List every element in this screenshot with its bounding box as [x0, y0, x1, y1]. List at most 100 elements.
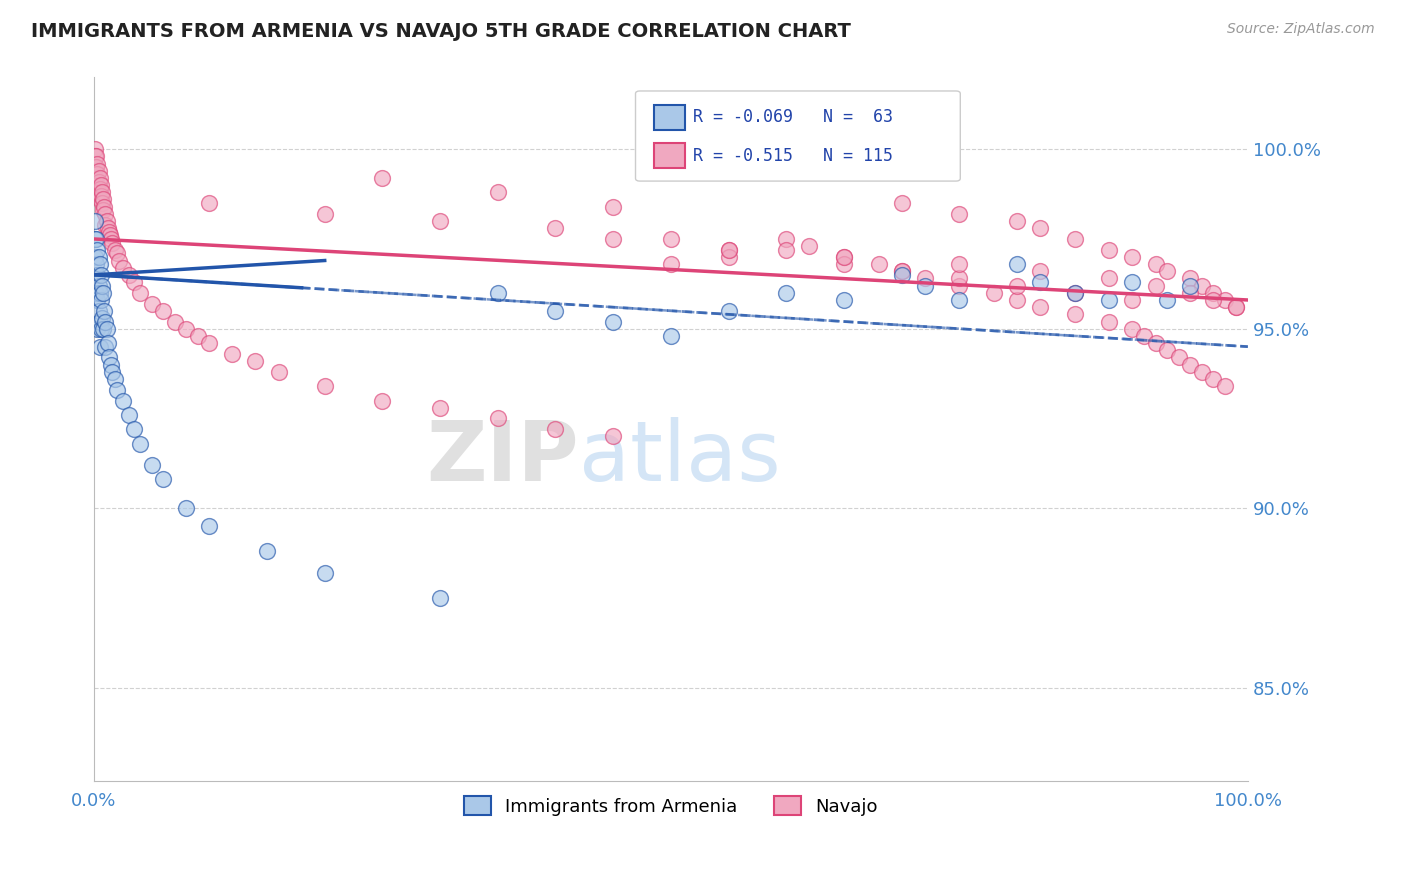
- Point: [1121, 293, 1143, 307]
- Point: [86, 268, 108, 282]
- Point: [90, 268, 112, 282]
- Point: [868, 257, 890, 271]
- Point: [104, 372, 127, 386]
- Text: R = -0.515   N = 115: R = -0.515 N = 115: [693, 147, 893, 165]
- Point: [1191, 365, 1213, 379]
- Point: [1225, 300, 1247, 314]
- Point: [93, 303, 115, 318]
- Text: ZIP: ZIP: [426, 417, 579, 498]
- Point: [717, 250, 740, 264]
- Point: [97, 221, 120, 235]
- Point: [914, 271, 936, 285]
- Point: [87, 175, 110, 189]
- Point: [1098, 293, 1121, 307]
- Point: [87, 278, 110, 293]
- Text: IMMIGRANTS FROM ARMENIA VS NAVAJO 5TH GRADE CORRELATION CHART: IMMIGRANTS FROM ARMENIA VS NAVAJO 5TH GR…: [31, 22, 851, 41]
- Point: [87, 186, 110, 200]
- Point: [105, 246, 128, 260]
- Point: [948, 278, 970, 293]
- Point: [1098, 314, 1121, 328]
- Point: [84, 285, 107, 300]
- Point: [87, 250, 110, 264]
- Point: [1156, 293, 1178, 307]
- Point: [948, 257, 970, 271]
- Point: [90, 322, 112, 336]
- Point: [221, 347, 243, 361]
- Point: [198, 336, 221, 351]
- Point: [371, 170, 394, 185]
- Point: [1005, 278, 1028, 293]
- Point: [84, 250, 107, 264]
- Point: [1098, 243, 1121, 257]
- Point: [775, 243, 797, 257]
- Point: [84, 149, 107, 163]
- Point: [94, 218, 117, 232]
- Point: [314, 207, 336, 221]
- Point: [1121, 250, 1143, 264]
- Point: [89, 340, 111, 354]
- Point: [94, 207, 117, 221]
- Point: [93, 200, 115, 214]
- Point: [87, 303, 110, 318]
- Point: [429, 591, 451, 605]
- Point: [832, 250, 855, 264]
- Point: [371, 393, 394, 408]
- Point: [1178, 285, 1201, 300]
- Point: [1029, 221, 1052, 235]
- Text: Source: ZipAtlas.com: Source: ZipAtlas.com: [1227, 22, 1375, 37]
- Point: [948, 293, 970, 307]
- Point: [117, 408, 139, 422]
- Point: [86, 293, 108, 307]
- Point: [602, 232, 624, 246]
- Point: [129, 285, 152, 300]
- Point: [84, 232, 107, 246]
- Point: [86, 156, 108, 170]
- Point: [96, 322, 118, 336]
- Point: [1144, 257, 1167, 271]
- Point: [91, 196, 114, 211]
- Point: [429, 214, 451, 228]
- Point: [1063, 285, 1085, 300]
- Point: [89, 285, 111, 300]
- Point: [90, 178, 112, 193]
- Point: [89, 193, 111, 207]
- Point: [97, 336, 120, 351]
- Point: [84, 285, 107, 300]
- Point: [1133, 329, 1156, 343]
- Point: [799, 239, 821, 253]
- Point: [832, 250, 855, 264]
- Point: [1213, 379, 1236, 393]
- Point: [100, 358, 122, 372]
- Point: [111, 260, 134, 275]
- Point: [1225, 300, 1247, 314]
- Point: [141, 458, 163, 472]
- Point: [659, 329, 682, 343]
- Point: [84, 214, 107, 228]
- Point: [717, 243, 740, 257]
- Point: [84, 257, 107, 271]
- Point: [890, 264, 912, 278]
- Point: [97, 351, 120, 365]
- Point: [544, 422, 567, 436]
- Point: [1005, 214, 1028, 228]
- Point: [84, 160, 107, 174]
- Point: [141, 296, 163, 310]
- Point: [89, 182, 111, 196]
- Point: [91, 310, 114, 325]
- Point: [948, 207, 970, 221]
- Point: [602, 314, 624, 328]
- Point: [91, 186, 114, 200]
- Point: [89, 314, 111, 328]
- Point: [91, 278, 114, 293]
- Point: [84, 142, 107, 156]
- Point: [1063, 232, 1085, 246]
- Point: [101, 365, 124, 379]
- Point: [111, 393, 134, 408]
- Point: [124, 422, 146, 436]
- Point: [267, 365, 290, 379]
- Point: [89, 257, 111, 271]
- Point: [91, 285, 114, 300]
- Point: [96, 214, 118, 228]
- Point: [1144, 278, 1167, 293]
- Point: [429, 401, 451, 415]
